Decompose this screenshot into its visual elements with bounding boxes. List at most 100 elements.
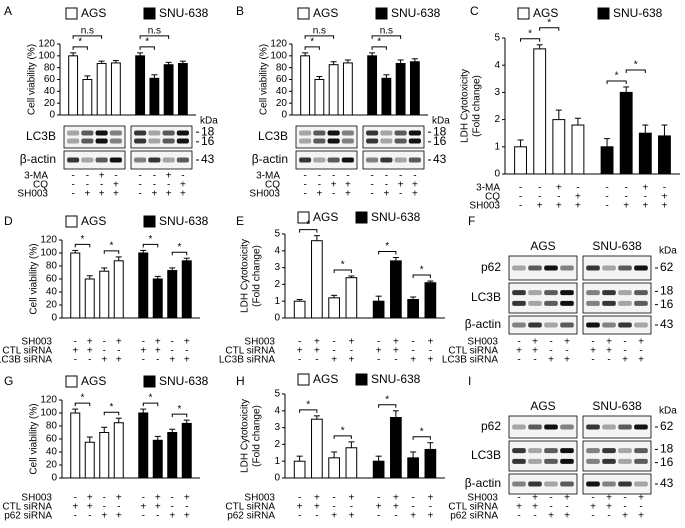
significance-label: * — [341, 260, 345, 271]
bar — [328, 297, 340, 319]
blot-band — [366, 157, 379, 163]
treatment-label: CQ — [485, 192, 500, 203]
y-tick-label: 3 — [274, 422, 280, 433]
blot-row-label: LC3B — [471, 290, 501, 304]
blot-band — [81, 130, 94, 136]
y-tick-label: 5 — [494, 33, 500, 44]
treatment-sign: - — [156, 355, 159, 366]
bar — [600, 146, 614, 175]
treatment-sign: - — [576, 183, 579, 194]
kda-value: 62 — [660, 419, 674, 433]
treatment-sign: + — [87, 337, 93, 348]
y-axis-label: LDH Cytotoxicity — [240, 239, 251, 313]
blot-band — [560, 322, 574, 328]
significance-bracket — [520, 38, 541, 42]
blot-band — [408, 130, 421, 136]
blot-band — [634, 300, 648, 306]
blot-band — [148, 130, 161, 136]
blot-band — [512, 322, 526, 328]
blot-band — [366, 138, 379, 144]
treatment-sign: - — [394, 355, 397, 366]
treatment-sign: + — [427, 493, 433, 504]
treatment-sign: + — [393, 493, 399, 504]
treatment-sign: + — [184, 337, 190, 348]
legend-swatch — [143, 375, 156, 388]
blot-row-label: β-actin — [465, 317, 501, 331]
treatment-sign: - — [591, 337, 594, 348]
treatment-sign: - — [644, 192, 647, 203]
treatment-sign: - — [565, 502, 568, 513]
treatment-sign: + — [427, 511, 433, 522]
treatment-sign: - — [74, 355, 77, 366]
blot-band — [586, 424, 600, 430]
treatment-sign: - — [138, 189, 141, 200]
treatment-sign: + — [87, 502, 93, 513]
significance-bracket — [333, 435, 352, 439]
treatment-sign: - — [394, 511, 397, 522]
treatment-label: SH003 — [21, 337, 52, 348]
treatment-sign: + — [331, 180, 337, 191]
treatment-sign: - — [167, 180, 170, 191]
treatment-sign: - — [411, 493, 414, 504]
blot-band — [618, 265, 632, 271]
treatment-sign: + — [638, 511, 644, 522]
treatment-sign: - — [429, 502, 432, 513]
treatment-sign: - — [86, 180, 89, 191]
blot-band — [408, 157, 421, 163]
blot-frame — [508, 415, 578, 439]
blot-band — [313, 157, 326, 163]
bar — [113, 260, 124, 319]
significance-label: * — [78, 37, 82, 48]
treatment-sign: - — [74, 511, 77, 522]
treatment-sign: - — [74, 337, 77, 348]
bar — [149, 77, 160, 116]
blot-band — [81, 138, 94, 144]
treatment-sign: - — [332, 502, 335, 513]
blot-band — [618, 300, 632, 306]
bar — [177, 63, 188, 116]
treatment-sign: + — [556, 201, 562, 212]
blot-frame — [130, 125, 193, 149]
treatment-sign: - — [142, 493, 145, 504]
blot-row-label: LC3B — [26, 129, 56, 143]
significance-label: * — [634, 60, 638, 71]
blot-band — [602, 290, 616, 296]
blot-band — [634, 458, 648, 464]
blot-row-label: β-actin — [465, 476, 501, 490]
treatment-sign: - — [153, 180, 156, 191]
y-tick-label: 0 — [274, 313, 280, 324]
y-tick-label: 120 — [40, 395, 57, 406]
blot-band — [148, 138, 161, 144]
significance-label: * — [110, 241, 114, 252]
treatment-sign: - — [565, 346, 568, 357]
significance-label: * — [178, 242, 182, 253]
kda-label: kDa — [432, 116, 450, 127]
treatment-sign: - — [138, 171, 141, 182]
treatment-sign: - — [100, 180, 103, 191]
treatment-sign: + — [548, 355, 554, 366]
treatment-sign: + — [642, 201, 648, 212]
treatment-sign: - — [413, 171, 416, 182]
treatment-sign: + — [184, 355, 190, 366]
y-tick-label: 20 — [46, 460, 58, 471]
blot-row-label: p62 — [481, 260, 501, 274]
significance-bracket — [299, 229, 318, 233]
treatment-sign: + — [662, 192, 668, 203]
y-tick-label: 40 — [276, 86, 288, 97]
blot-band — [67, 157, 80, 163]
treatment-label: p62 siRNA — [450, 511, 498, 522]
blot-frame — [295, 125, 358, 149]
treatment-sign: + — [556, 183, 562, 194]
blot-band — [602, 322, 616, 328]
bar — [345, 277, 358, 319]
significance-bracket — [625, 69, 646, 73]
blot-frame — [582, 315, 652, 335]
bar — [167, 270, 178, 319]
treatment-sign: - — [370, 171, 373, 182]
treatment-sign: - — [377, 355, 380, 366]
treatment-sign: - — [663, 183, 666, 194]
legend-swatch — [65, 215, 78, 228]
treatment-sign: + — [376, 502, 382, 513]
significance-bracket — [74, 402, 91, 407]
